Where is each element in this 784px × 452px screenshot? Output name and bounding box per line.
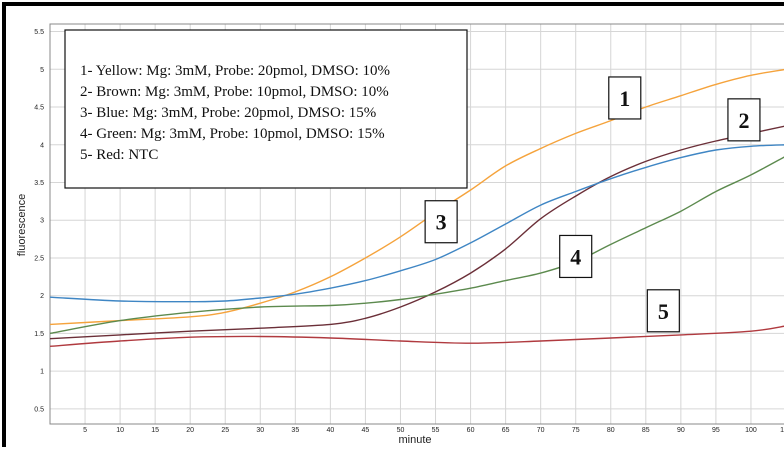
x-tick-label: 10	[116, 427, 124, 434]
legend-entry-1: 1- Yellow: Mg: 3mM, Probe: 20pmol, DMSO:…	[80, 63, 390, 79]
x-tick-label: 85	[642, 427, 650, 434]
series-markers: 1 2 3 4 5	[424, 76, 761, 333]
series-marker-label: 5	[658, 299, 669, 324]
plot-area-border	[49, 23, 784, 425]
y-tick-label: 1.5	[34, 331, 44, 338]
x-tick-label: 20	[186, 427, 194, 434]
series-line-4	[49, 156, 784, 335]
x-tick-label: 40	[326, 427, 334, 434]
series-line-3	[49, 144, 784, 303]
series-marker-4: 4	[559, 234, 593, 279]
legend-entry-5: 5- Red: NTC	[80, 147, 158, 163]
legend-entry-4: 4- Green: Mg: 3mM, Probe: 10pmol, DMSO: …	[80, 126, 385, 142]
series-line-5	[49, 325, 784, 347]
series-marker-box	[424, 200, 458, 244]
x-tick-label: 60	[467, 427, 475, 434]
series-marker-box	[559, 234, 593, 279]
series-line-2	[49, 125, 784, 340]
series-marker-3: 3	[424, 200, 458, 244]
x-tick-label: 65	[502, 427, 510, 434]
y-tick-label: 5.5	[34, 29, 44, 36]
y-tick-label: 3	[40, 218, 44, 225]
series-marker-label: 1	[619, 86, 630, 111]
x-tick-label: 15	[151, 427, 159, 434]
y-tick-label: 5	[40, 67, 44, 74]
y-tick-label: 3.5	[34, 180, 44, 187]
y-tick-label: 1	[40, 369, 44, 376]
x-tick-label: 100	[745, 427, 757, 434]
x-tick-label: 5	[83, 427, 87, 434]
x-tick-label: 30	[256, 427, 264, 434]
tick-labels: 0.511.522.533.544.555.55 10 15 20 25 30 35 40 45…	[34, 29, 784, 434]
y-tick-label: 4	[40, 142, 44, 149]
x-tick-label: 55	[432, 427, 440, 434]
series-marker-2: 2	[727, 98, 761, 142]
y-tick-label: 4.5	[34, 105, 44, 112]
y-tick-label: 2	[40, 293, 44, 300]
x-axis-label: minute	[398, 434, 431, 446]
legend-box: 1- Yellow: Mg: 3mM, Probe: 20pmol, DMSO:…	[64, 29, 468, 189]
x-tick-label: 105	[780, 427, 784, 434]
series-marker-box	[646, 289, 680, 333]
series-marker-box	[608, 76, 642, 120]
legend-entry-3: 3- Blue: Mg: 3mM, Probe: 20pmol, DMSO: 1…	[80, 105, 376, 121]
x-tick-label: 35	[291, 427, 299, 434]
y-tick-label: 2.5	[34, 255, 44, 262]
legend-entry-2: 2- Brown: Mg: 3mM, Probe: 10pmol, DMSO: …	[80, 84, 389, 100]
series-marker-label: 3	[436, 210, 447, 235]
x-tick-label: 95	[712, 427, 720, 434]
x-tick-label: 45	[362, 427, 370, 434]
x-tick-label: 25	[221, 427, 229, 434]
x-tick-label: 80	[607, 427, 615, 434]
x-tick-label: 90	[677, 427, 685, 434]
x-tick-label: 75	[572, 427, 580, 434]
series-marker-label: 4	[570, 244, 581, 269]
y-tick-label: 0.5	[34, 406, 44, 413]
series-marker-box	[727, 98, 761, 142]
series-marker-label: 2	[738, 108, 749, 133]
x-tick-label: 70	[537, 427, 545, 434]
x-tick-label: 50	[397, 427, 405, 434]
series-marker-5: 5	[646, 289, 680, 333]
y-axis-label: fluorescence	[16, 194, 28, 256]
series-marker-1: 1	[608, 76, 642, 120]
